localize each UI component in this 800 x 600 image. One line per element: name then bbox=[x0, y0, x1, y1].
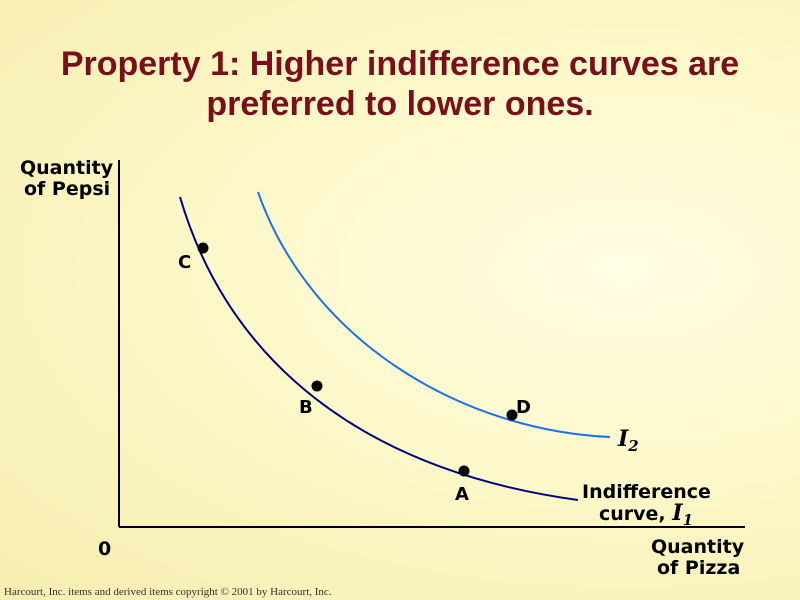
curve-i1-subscript: 1 bbox=[683, 511, 693, 529]
x-axis-label-line-1: Quantity bbox=[651, 536, 745, 558]
curve-i2-subscript: 2 bbox=[627, 437, 638, 455]
slide-title: Property 1: Higher indifference curves a… bbox=[0, 44, 800, 124]
curve-i2-symbol: I bbox=[617, 426, 629, 452]
point-c-marker bbox=[197, 242, 209, 254]
point-a-label: A bbox=[455, 484, 469, 505]
indifference-curve-i2 bbox=[257, 191, 611, 438]
origin-label: 0 bbox=[98, 538, 111, 560]
x-axis-label-line-2: of Pizza bbox=[657, 557, 740, 579]
curve-i1-symbol: I bbox=[671, 500, 683, 526]
y-axis-label-line-1: Quantity bbox=[20, 157, 114, 179]
curve-i2-label: I2 bbox=[617, 426, 639, 455]
title-line-1: Property 1: Higher indifference curves a… bbox=[60, 45, 740, 83]
point-d-marker bbox=[506, 409, 518, 421]
curve-i1-label-line-1: Indifference bbox=[582, 481, 711, 503]
indifference-curve-i1 bbox=[179, 196, 579, 501]
curve-i1-label-line-2: curve, I1 bbox=[599, 500, 693, 529]
point-d-label: D bbox=[516, 397, 531, 418]
title-line-2: preferred to lower ones. bbox=[206, 85, 594, 123]
point-c-label: C bbox=[178, 252, 191, 273]
point-a-marker bbox=[458, 465, 470, 477]
copyright-footer: Harcourt, Inc. items and derived items c… bbox=[4, 586, 332, 598]
point-b-marker bbox=[311, 380, 323, 392]
y-axis-label-line-2: of Pepsi bbox=[24, 178, 110, 200]
curve-i1-prefix: curve, bbox=[599, 503, 672, 525]
point-b-label: B bbox=[299, 397, 313, 418]
